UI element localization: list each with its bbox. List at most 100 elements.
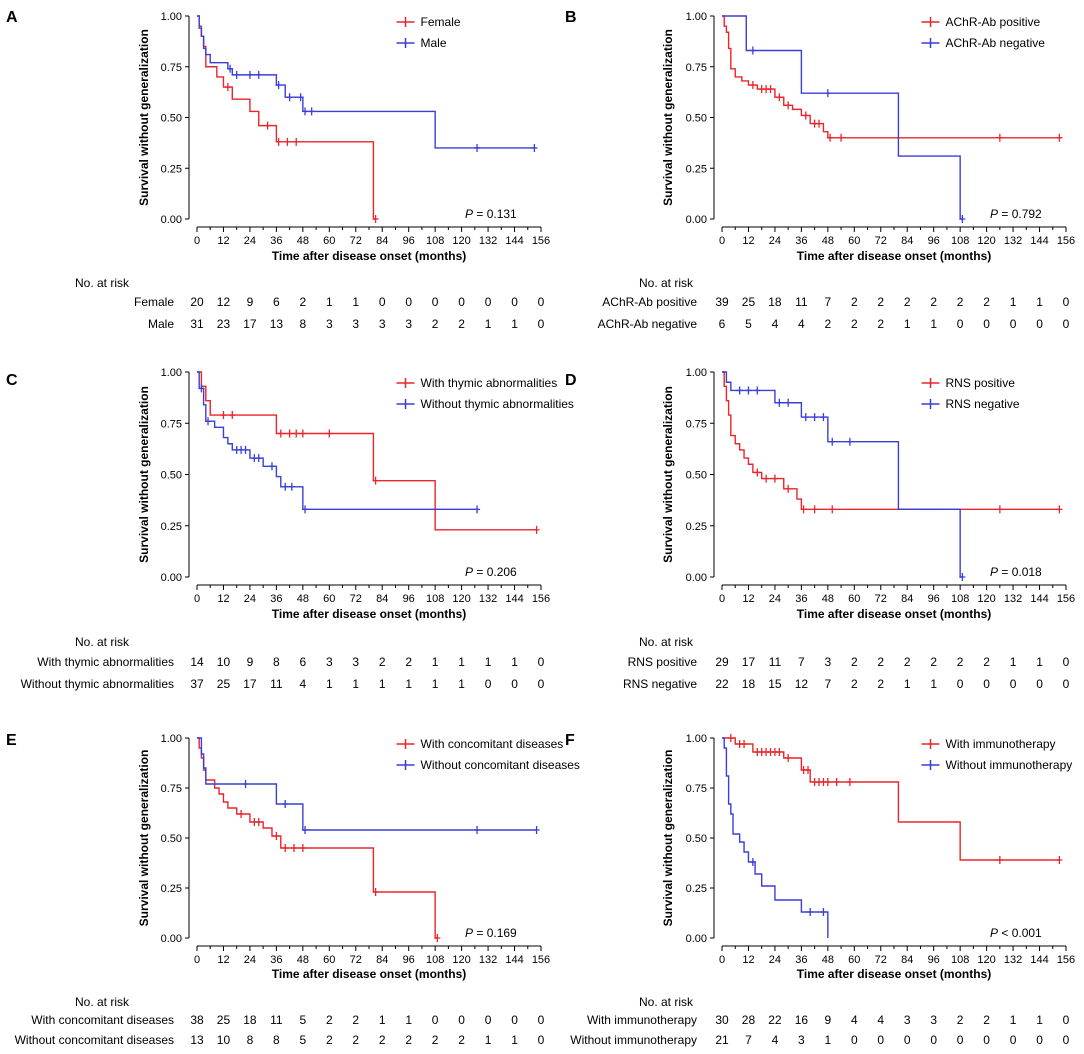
- legend-swatch: [921, 399, 940, 409]
- risk-value: 0: [1063, 1013, 1070, 1027]
- censor-mark: [824, 778, 831, 786]
- censor-mark: [205, 417, 212, 426]
- censor-mark: [275, 137, 282, 146]
- x-tick-label: 72: [875, 593, 887, 605]
- risk-value: 1: [1010, 295, 1017, 309]
- y-tick-label: 1.00: [161, 733, 182, 745]
- km-curve: [722, 371, 963, 578]
- x-tick-label: 24: [244, 954, 256, 966]
- risk-value: 1: [825, 1033, 832, 1047]
- y-tick-label: 0.00: [161, 214, 182, 226]
- censor-mark: [805, 766, 811, 774]
- risk-value: 0: [957, 1033, 964, 1047]
- risk-value: 30: [715, 1013, 729, 1027]
- risk-row-label: RNS positive: [628, 655, 698, 669]
- legend-label: Female: [421, 15, 461, 29]
- risk-value: 0: [458, 1013, 465, 1027]
- y-tick-label: 0.50: [686, 113, 707, 125]
- x-tick-label: 120: [977, 235, 995, 247]
- p-value: P = 0.792: [990, 207, 1042, 221]
- y-tick-label: 1.00: [161, 367, 182, 379]
- risk-value: 14: [190, 655, 204, 669]
- panel-letter: D: [565, 372, 577, 389]
- x-tick-label: 60: [848, 235, 860, 247]
- series-female: [197, 15, 379, 223]
- x-tick-label: 24: [769, 235, 781, 247]
- km-curve: [197, 737, 438, 939]
- p-value: P < 0.001: [990, 926, 1042, 940]
- x-tick-label: 60: [848, 593, 860, 605]
- risk-value: 2: [851, 317, 858, 331]
- risk-value: 3: [904, 1013, 911, 1027]
- risk-value: 1: [511, 1033, 518, 1047]
- censor-mark: [474, 826, 481, 834]
- risk-value: 5: [745, 317, 752, 331]
- risk-value: 0: [1010, 1033, 1017, 1047]
- risk-value: 23: [217, 317, 231, 331]
- risk-value: 2: [983, 1013, 990, 1027]
- risk-row-label: With concomitant diseases: [31, 1013, 174, 1027]
- risk-value: 2: [904, 655, 911, 669]
- censor-mark: [754, 386, 761, 395]
- y-tick-label: 0.75: [686, 62, 707, 74]
- risk-value: 2: [405, 655, 412, 669]
- censor-mark: [533, 826, 540, 834]
- risk-value: 3: [798, 1033, 805, 1047]
- risk-value: 1: [405, 1013, 412, 1027]
- y-tick-label: 0.00: [161, 572, 182, 584]
- censor-mark: [297, 93, 304, 102]
- censor-mark: [531, 143, 538, 152]
- km-curve: [197, 371, 537, 531]
- panel-f: F 0.00 0.25 0.50 0.75 1.00 Survival without ge…: [565, 732, 1075, 1047]
- censor-mark: [533, 525, 540, 534]
- risk-value: 2: [379, 1033, 386, 1047]
- x-tick-label: 132: [1004, 235, 1022, 247]
- censor-mark: [741, 740, 748, 748]
- censor-mark: [474, 505, 481, 514]
- censor-mark: [802, 413, 809, 422]
- risk-value: 2: [957, 295, 964, 309]
- x-tick-label: 132: [479, 954, 497, 966]
- x-tick-label: 36: [795, 954, 807, 966]
- censor-mark: [233, 70, 240, 79]
- risk-row-label: With immunotherapy: [587, 1013, 697, 1027]
- risk-value: 7: [825, 677, 832, 691]
- risk-value: 17: [243, 317, 257, 331]
- risk-value: 11: [270, 1013, 283, 1027]
- censor-mark: [776, 748, 783, 756]
- risk-value: 0: [930, 1033, 937, 1047]
- censor-mark: [242, 780, 249, 788]
- risk-value: 1: [930, 317, 937, 331]
- risk-value: 2: [930, 295, 937, 309]
- x-tick-label: 120: [452, 593, 470, 605]
- risk-value: 0: [1010, 317, 1017, 331]
- censor-mark: [811, 413, 818, 422]
- series-without-concomitant-diseases: [197, 737, 540, 834]
- censor-mark: [434, 934, 441, 942]
- censor-mark: [291, 844, 298, 852]
- censor-mark: [326, 429, 333, 438]
- risk-value: 18: [768, 295, 782, 309]
- risk-value: 16: [795, 1013, 809, 1027]
- censor-mark: [246, 70, 253, 79]
- risk-value: 4: [877, 1013, 884, 1027]
- risk-value: 1: [379, 1013, 386, 1027]
- x-axis-label: Time after disease onset (months): [797, 249, 992, 263]
- risk-value: 2: [904, 295, 911, 309]
- risk-value: 6: [300, 655, 307, 669]
- censor-mark: [785, 101, 792, 110]
- legend-label: AChR-Ab negative: [946, 36, 1046, 50]
- risk-value: 0: [379, 295, 386, 309]
- y-tick-label: 0.25: [161, 883, 182, 895]
- risk-value: 12: [795, 677, 809, 691]
- x-tick-label: 84: [376, 954, 388, 966]
- censor-mark: [745, 386, 752, 395]
- risk-value: 0: [1063, 677, 1070, 691]
- x-tick-label: 108: [951, 954, 969, 966]
- risk-value: 0: [538, 295, 545, 309]
- panel-letter: B: [565, 9, 577, 26]
- censor-mark: [959, 215, 966, 223]
- risk-value: 3: [930, 1013, 937, 1027]
- x-tick-label: 36: [795, 593, 807, 605]
- km-curve: [722, 737, 1060, 861]
